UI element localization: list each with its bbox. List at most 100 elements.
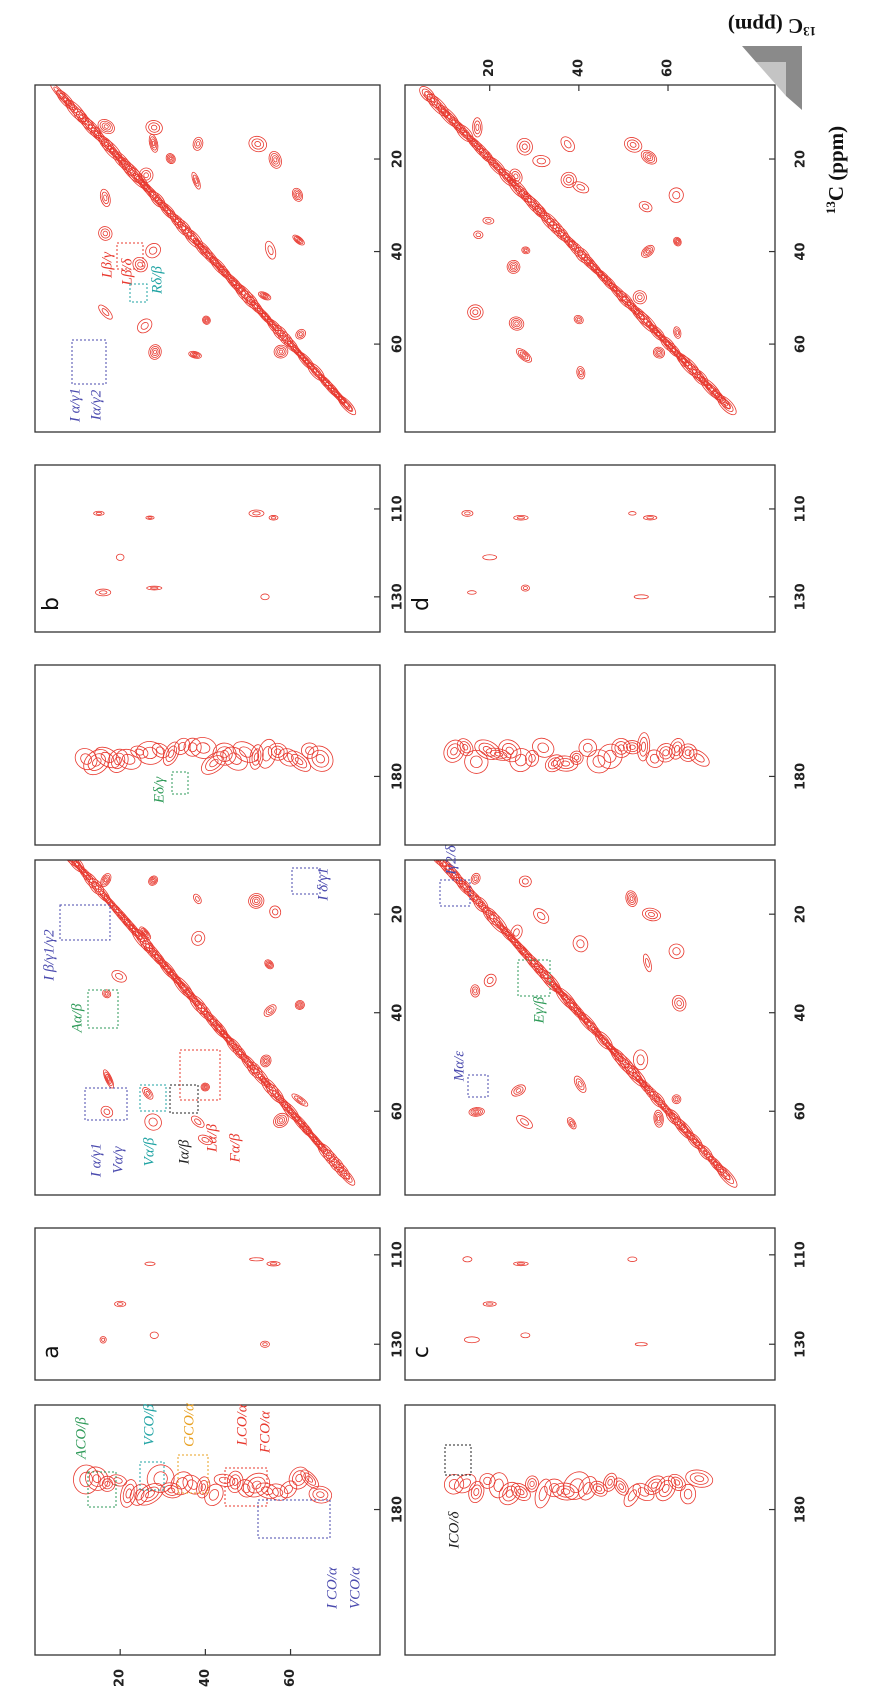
- contour: [331, 1158, 342, 1171]
- contour: [102, 230, 108, 237]
- contour: [577, 1011, 599, 1035]
- contour: [671, 741, 683, 757]
- contour: [250, 1064, 270, 1087]
- contour: [101, 308, 110, 317]
- contour: [114, 756, 122, 766]
- axis-label-text: C (ppm): [728, 14, 803, 38]
- contour: [257, 307, 273, 325]
- peak-annotation: Rδ/β: [149, 266, 165, 295]
- contour: [563, 140, 572, 149]
- contour: [232, 741, 259, 763]
- contour: [470, 984, 481, 998]
- contour: [138, 167, 154, 183]
- contour: [560, 760, 570, 767]
- contour: [169, 156, 173, 161]
- contour: [469, 306, 481, 318]
- contour: [466, 134, 474, 143]
- contour: [190, 1115, 205, 1128]
- contour: [668, 1473, 686, 1491]
- contour: [472, 1109, 481, 1115]
- contour: [311, 749, 330, 768]
- contour: [579, 1013, 586, 1021]
- contour: [100, 228, 111, 239]
- x-tick-label: 110: [794, 1241, 809, 1268]
- peak-annotation: Mα/ε: [451, 1051, 467, 1083]
- x-tick-label: 20: [794, 905, 809, 923]
- contour: [134, 930, 141, 938]
- contour: [612, 286, 628, 302]
- contour: [573, 314, 584, 325]
- contour: [480, 904, 492, 917]
- panel-frame: [34, 1227, 381, 1381]
- contour: [528, 753, 536, 763]
- contour: [327, 384, 346, 404]
- spectrum-region: [419, 86, 737, 416]
- contour: [209, 1018, 229, 1039]
- peak-box: [444, 1444, 472, 1476]
- contour: [149, 1331, 159, 1339]
- contour: [463, 131, 478, 146]
- contour: [114, 1300, 127, 1308]
- contour: [468, 1107, 485, 1117]
- x-tick-label: 40: [391, 243, 406, 261]
- contour: [419, 86, 436, 103]
- contour: [618, 1483, 624, 1490]
- y-tick-label: 60: [661, 59, 676, 77]
- contour: [685, 1469, 714, 1488]
- contour: [248, 509, 265, 518]
- contour: [713, 1161, 719, 1168]
- contour: [267, 1008, 273, 1013]
- contour: [519, 351, 529, 360]
- contour: [101, 138, 123, 162]
- contour: [149, 948, 167, 968]
- contour: [133, 173, 142, 182]
- contour: [337, 395, 357, 416]
- contour: [103, 1069, 114, 1089]
- contour: [467, 304, 484, 321]
- contour: [576, 939, 585, 949]
- contour: [276, 1116, 286, 1125]
- contour: [518, 188, 530, 200]
- contour: [265, 1006, 275, 1015]
- peak-box: [87, 1471, 117, 1508]
- contour: [195, 896, 200, 902]
- contour: [673, 326, 682, 339]
- contour: [151, 879, 155, 883]
- contour: [689, 1472, 709, 1485]
- peak-annotation: Eδ/γ: [151, 776, 167, 804]
- contour: [200, 1483, 206, 1492]
- contour: [532, 203, 548, 219]
- peak-box: [71, 339, 107, 385]
- contour: [715, 1163, 728, 1177]
- contour: [705, 383, 727, 405]
- contour: [216, 746, 233, 762]
- contour: [641, 741, 646, 752]
- contour: [703, 1151, 718, 1166]
- contour: [268, 515, 279, 521]
- contour: [247, 1061, 263, 1079]
- contour: [115, 748, 142, 770]
- contour: [629, 141, 637, 148]
- contour: [592, 1483, 605, 1495]
- contour: [265, 960, 273, 969]
- contour: [341, 1169, 353, 1183]
- contour: [223, 1033, 236, 1048]
- contour: [472, 309, 479, 316]
- contour: [614, 741, 628, 755]
- peak-annotation: Aα/β: [69, 1003, 85, 1033]
- contour: [569, 1121, 574, 1126]
- contour: [615, 290, 624, 299]
- contour: [321, 377, 332, 389]
- contour: [108, 901, 115, 908]
- contour: [428, 847, 436, 856]
- contour: [279, 1480, 298, 1499]
- contour: [90, 127, 113, 151]
- contour: [284, 1104, 297, 1119]
- contour: [506, 259, 521, 274]
- contour: [482, 906, 501, 926]
- contour: [634, 292, 645, 303]
- contour: [259, 292, 270, 300]
- contour: [467, 590, 477, 595]
- contour: [273, 1112, 289, 1128]
- contour: [112, 905, 132, 927]
